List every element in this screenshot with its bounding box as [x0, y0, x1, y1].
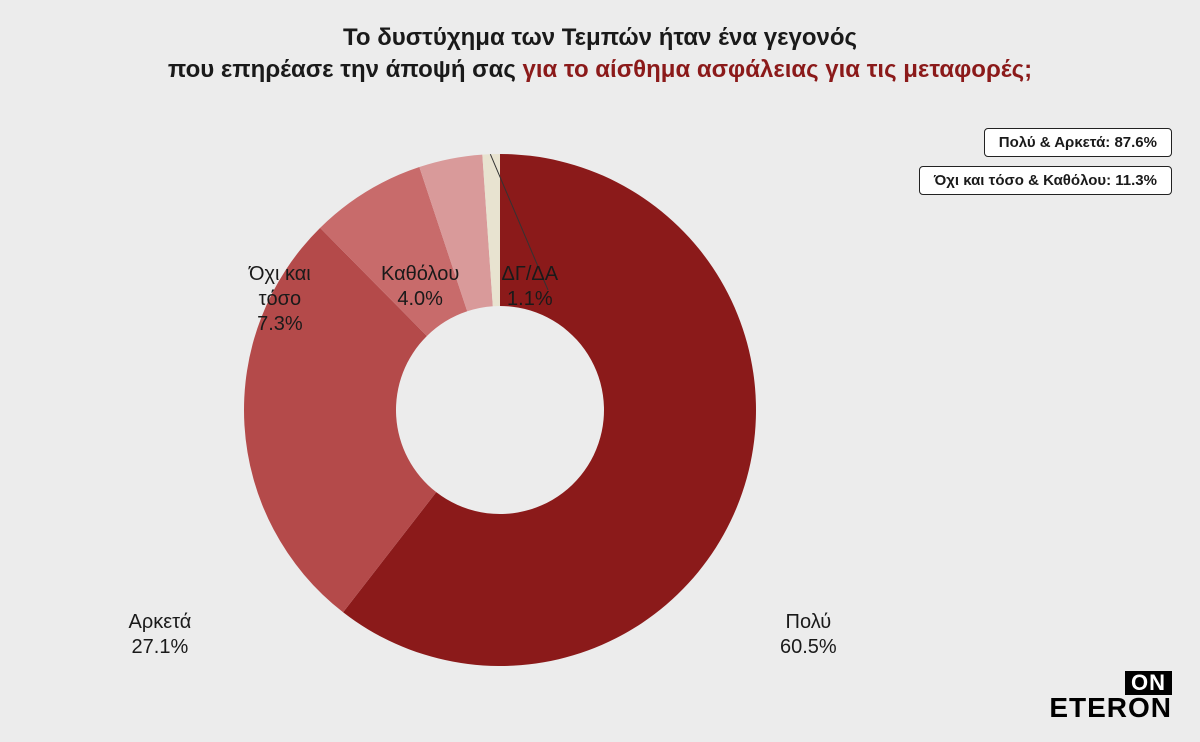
brand-logo: ON ETERON: [1049, 671, 1172, 722]
title-line2-accent: για το αίσθημα ασφάλειας για τις μεταφορ…: [522, 56, 1032, 83]
chart-area: Πολύ 60.5% Αρκετά 27.1% Όχι και τόσο 7.3% Κ…: [0, 110, 1200, 710]
title-line1: Το δυστύχημα των Τεμπών ήταν ένα γεγονός: [0, 22, 1200, 54]
donut-chart: [240, 150, 760, 670]
logo-bottom: ETERON: [1049, 692, 1172, 723]
title-line2-plain: που επηρέασε την άποψή σας: [168, 56, 523, 83]
slice-label-3: Καθόλου 4.0%: [381, 262, 459, 312]
title-line2: που επηρέασε την άποψή σας για το αίσθημ…: [0, 54, 1200, 86]
slice-label-2: Όχι και τόσο 7.3%: [249, 262, 311, 337]
donut-svg: [240, 150, 760, 670]
chart-title: Το δυστύχημα των Τεμπών ήταν ένα γεγονός…: [0, 0, 1200, 87]
slice-label-4: ΔΓ/ΔΑ 1.1%: [502, 262, 559, 312]
slice-label-1: Αρκετά 27.1%: [129, 610, 192, 660]
slice-label-0: Πολύ 60.5%: [780, 610, 837, 660]
